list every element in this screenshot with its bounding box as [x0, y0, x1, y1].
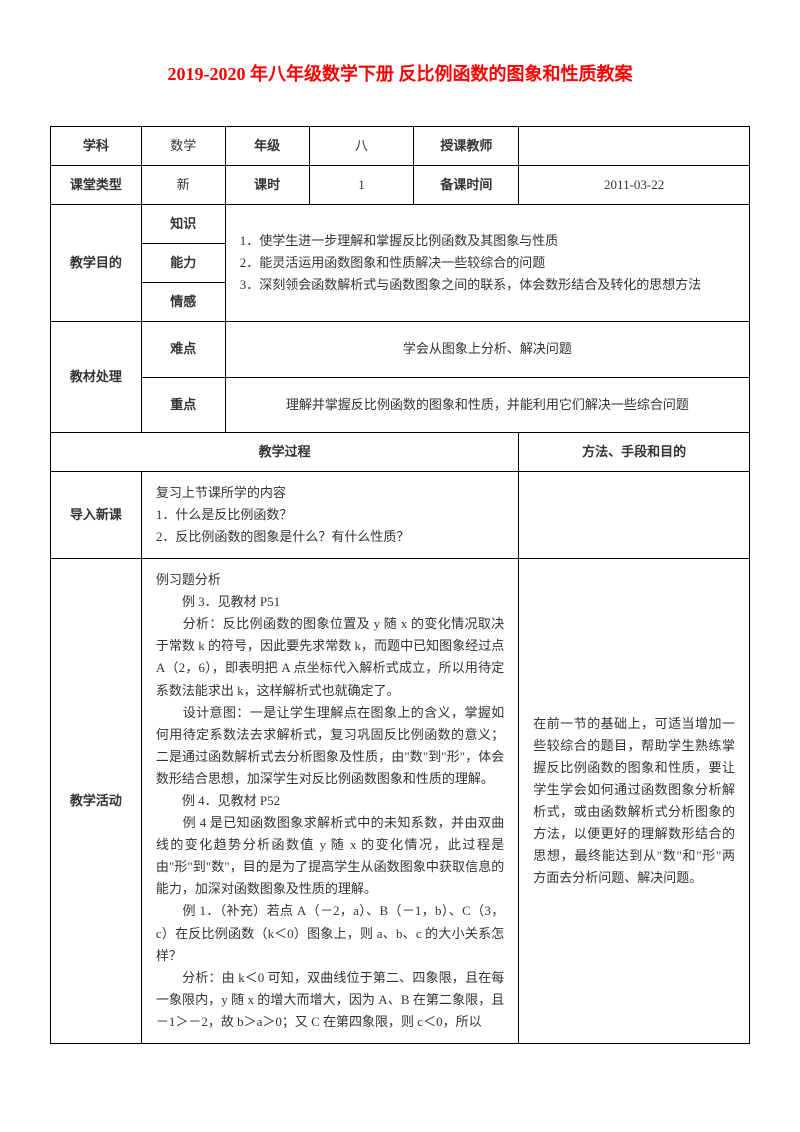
cell-methods-header: 方法、手段和目的	[519, 432, 750, 471]
cell-goals-knowledge: 知识	[141, 205, 225, 244]
cell-goals-label: 教学目的	[51, 205, 142, 322]
cell-subject-label: 学科	[51, 127, 142, 166]
table-row: 教学活动 例习题分析 例 3．见教材 P51 分析：反比例函数的图象位置及 y …	[51, 559, 750, 1044]
lesson-plan-table: 学科 数学 年级 八 授课教师 课堂类型 新 课时 1 备课时间 2011-03…	[50, 126, 750, 1044]
cell-type: 新	[141, 166, 225, 205]
table-row: 学科 数学 年级 八 授课教师	[51, 127, 750, 166]
cell-preptime-label: 备课时间	[414, 166, 519, 205]
table-row: 教学过程 方法、手段和目的	[51, 432, 750, 471]
cell-keypoint-label: 重点	[141, 377, 225, 432]
cell-goals-emotion: 情感	[141, 283, 225, 322]
table-row: 教材处理 难点 学会从图象上分析、解决问题	[51, 322, 750, 377]
page-title: 2019-2020 年八年级数学下册 反比例函数的图象和性质教案	[50, 60, 750, 86]
cell-type-label: 课堂类型	[51, 166, 142, 205]
cell-grade-label: 年级	[225, 127, 309, 166]
cell-goals-ability: 能力	[141, 244, 225, 283]
cell-difficulty-text: 学会从图象上分析、解决问题	[225, 322, 749, 377]
cell-difficulty-label: 难点	[141, 322, 225, 377]
cell-teacher-label: 授课教师	[414, 127, 519, 166]
cell-material-label: 教材处理	[51, 322, 142, 432]
cell-intro-text: 复习上节课所学的内容 1．什么是反比例函数？ 2．反比例函数的图象是什么？有什么…	[141, 471, 518, 558]
cell-intro-methods	[519, 471, 750, 558]
cell-subject: 数学	[141, 127, 225, 166]
cell-preptime: 2011-03-22	[519, 166, 750, 205]
cell-activity-label: 教学活动	[51, 559, 142, 1044]
table-row: 教学目的 知识 1．使学生进一步理解和掌握反比例函数及其图象与性质 2．能灵活运…	[51, 205, 750, 244]
cell-period-label: 课时	[225, 166, 309, 205]
cell-period: 1	[309, 166, 414, 205]
cell-intro-label: 导入新课	[51, 471, 142, 558]
cell-teacher	[519, 127, 750, 166]
table-row: 重点 理解并掌握反比例函数的图象和性质，并能利用它们解决一些综合问题	[51, 377, 750, 432]
cell-activity-text: 例习题分析 例 3．见教材 P51 分析：反比例函数的图象位置及 y 随 x 的…	[141, 559, 518, 1044]
cell-goals-text: 1．使学生进一步理解和掌握反比例函数及其图象与性质 2．能灵活运用函数图象和性质…	[225, 205, 749, 322]
cell-activity-methods: 在前一节的基础上，可适当增加一些较综合的题目，帮助学生熟练掌握反比例函数的图象和…	[519, 559, 750, 1044]
cell-keypoint-text: 理解并掌握反比例函数的图象和性质，并能利用它们解决一些综合问题	[225, 377, 749, 432]
table-row: 导入新课 复习上节课所学的内容 1．什么是反比例函数？ 2．反比例函数的图象是什…	[51, 471, 750, 558]
cell-grade: 八	[309, 127, 414, 166]
table-row: 课堂类型 新 课时 1 备课时间 2011-03-22	[51, 166, 750, 205]
cell-process-header: 教学过程	[51, 432, 519, 471]
